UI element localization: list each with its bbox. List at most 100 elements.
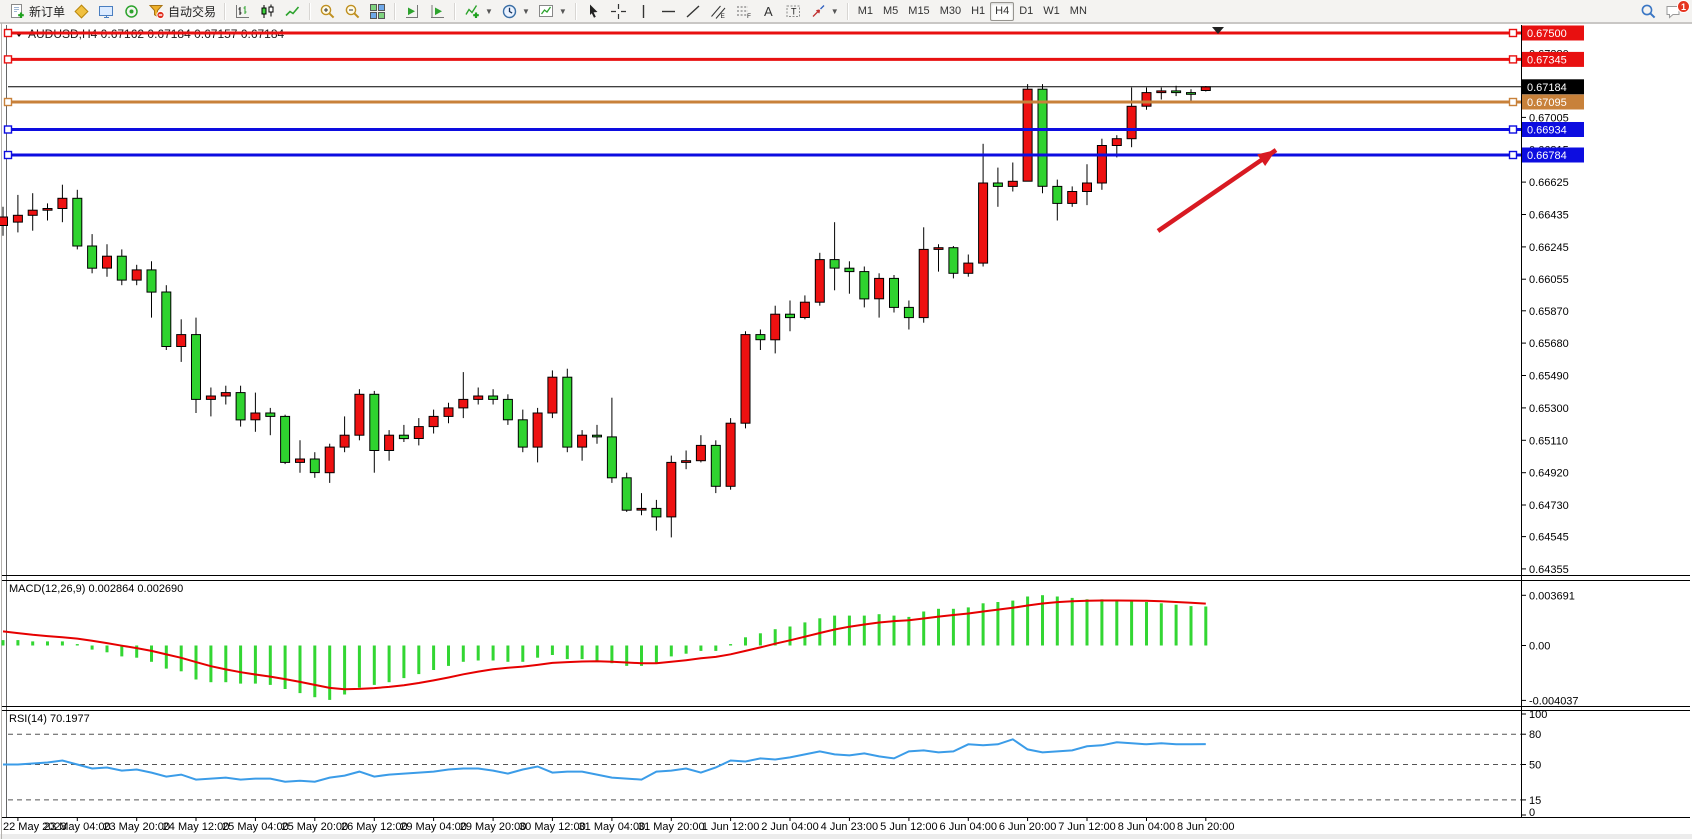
timeframe-h1-button[interactable]: H1 bbox=[971, 5, 986, 17]
trend-arrow-annotation[interactable] bbox=[1156, 144, 1280, 233]
svg-text:0.64545: 0.64545 bbox=[1529, 532, 1569, 544]
auto-scroll-button[interactable] bbox=[400, 1, 425, 21]
vertical-line-tool-button[interactable] bbox=[631, 1, 656, 21]
timeframe-m5-button[interactable]: M5 bbox=[883, 5, 899, 17]
fibonacci-tool-button[interactable]: F bbox=[731, 1, 756, 21]
svg-text:29 May 20:00: 29 May 20:00 bbox=[460, 821, 527, 833]
bar-chart-mode-button[interactable] bbox=[230, 1, 255, 21]
search-icon bbox=[1641, 4, 1656, 18]
zoom-out-button[interactable] bbox=[340, 1, 365, 21]
equidistant-channel-tool-button[interactable]: E bbox=[706, 1, 731, 21]
horizontal-line-tool-button[interactable] bbox=[656, 1, 681, 21]
signals-button[interactable] bbox=[119, 1, 144, 21]
equidistant-channel-icon: E bbox=[710, 5, 725, 20]
arrows-icon bbox=[812, 4, 825, 17]
svg-text:8 Jun 20:00: 8 Jun 20:00 bbox=[1177, 821, 1235, 833]
notification-count-badge: 1 bbox=[1677, 0, 1690, 13]
dropdown-caret-icon: ▼ bbox=[521, 6, 530, 16]
text-tool-button[interactable]: A bbox=[756, 1, 781, 21]
main-toolbar: 新订单 自动交易 bbox=[0, 0, 1692, 23]
rsi-indicator-label: RSI(14) 70.1977 bbox=[9, 713, 90, 725]
market-watch-button[interactable] bbox=[94, 1, 119, 21]
svg-text:100: 100 bbox=[1529, 709, 1547, 721]
tile-windows-button[interactable] bbox=[365, 1, 390, 21]
zoom-out-icon bbox=[345, 4, 360, 18]
panel-borders bbox=[2, 25, 1690, 818]
horizontal-line-0.67345[interactable] bbox=[3, 55, 1522, 64]
horizontal-line-0.66934[interactable] bbox=[3, 125, 1522, 134]
template-icon bbox=[538, 4, 553, 17]
text-label-icon: T bbox=[786, 5, 800, 17]
svg-text:23 May 20:00: 23 May 20:00 bbox=[103, 821, 170, 833]
timeframe-m1-button[interactable]: M1 bbox=[857, 5, 873, 17]
chart-shift-button[interactable] bbox=[425, 1, 450, 21]
horizontal-line-0.67095[interactable] bbox=[3, 97, 1522, 107]
svg-text:0.67184: 0.67184 bbox=[1527, 82, 1567, 94]
cursor-tool-button[interactable] bbox=[581, 1, 606, 21]
svg-text:0.65870: 0.65870 bbox=[1529, 306, 1569, 318]
price-tag-0.67500: 0.67500 bbox=[1522, 25, 1584, 41]
macd-histogram bbox=[1, 595, 1208, 700]
svg-text:A: A bbox=[764, 4, 773, 19]
new-order-button[interactable]: 新订单 bbox=[5, 1, 69, 21]
notifications-button[interactable]: 1 bbox=[1661, 0, 1690, 21]
timeframe-m15-button[interactable]: M15 bbox=[908, 5, 930, 17]
svg-text:0.65680: 0.65680 bbox=[1529, 338, 1569, 350]
timeframe-m30-button[interactable]: M30 bbox=[939, 5, 962, 17]
svg-text:6 Jun 04:00: 6 Jun 04:00 bbox=[940, 821, 998, 833]
svg-text:0.67005: 0.67005 bbox=[1529, 112, 1569, 124]
chart-wizard-button[interactable] bbox=[69, 1, 94, 21]
price-tag-0.67345: 0.67345 bbox=[1522, 51, 1584, 67]
toolbar-separator bbox=[309, 2, 312, 20]
svg-text:23 May 04:00: 23 May 04:00 bbox=[44, 821, 111, 833]
svg-text:1 Jun 12:00: 1 Jun 12:00 bbox=[702, 821, 760, 833]
crosshair-tool-button[interactable] bbox=[606, 1, 631, 21]
search-button[interactable] bbox=[1636, 1, 1661, 21]
timeframe-d1-button[interactable]: D1 bbox=[1019, 5, 1034, 17]
line-chart-mode-button[interactable] bbox=[280, 1, 305, 21]
horizontal-line-0.67500[interactable] bbox=[3, 28, 1522, 38]
autotrading-button[interactable]: 自动交易 bbox=[144, 1, 220, 21]
price-tag-0.66784: 0.66784 bbox=[1522, 147, 1584, 163]
svg-text:5 Jun 12:00: 5 Jun 12:00 bbox=[880, 821, 938, 833]
bar-chart-icon bbox=[236, 4, 250, 18]
zoom-in-button[interactable] bbox=[315, 1, 340, 21]
svg-text:4 Jun 23:00: 4 Jun 23:00 bbox=[821, 821, 879, 833]
text-label-tool-button[interactable]: T bbox=[781, 1, 806, 21]
timeframe-h4-button[interactable]: H4 bbox=[990, 1, 1015, 21]
svg-text:31 May 20:00: 31 May 20:00 bbox=[638, 821, 705, 833]
svg-text:26 May 12:00: 26 May 12:00 bbox=[341, 821, 408, 833]
market-watch-icon bbox=[99, 5, 114, 18]
price-tag-0.67184: 0.67184 bbox=[1522, 79, 1584, 95]
indicators-button[interactable]: ▼ bbox=[460, 1, 497, 21]
new-order-icon bbox=[11, 3, 24, 18]
toolbar-separator bbox=[574, 2, 577, 20]
arrows-tool-button[interactable]: ▼ bbox=[806, 1, 843, 21]
toolbar-separator bbox=[454, 2, 457, 20]
candlestick-mode-button[interactable] bbox=[255, 1, 280, 21]
trendline-tool-button[interactable] bbox=[681, 1, 706, 21]
svg-text:-0.004037: -0.004037 bbox=[1529, 695, 1579, 707]
chart-shift-marker[interactable] bbox=[1212, 27, 1224, 34]
svg-text:50: 50 bbox=[1529, 760, 1541, 772]
svg-text:31 May 04:00: 31 May 04:00 bbox=[579, 821, 646, 833]
text-icon: A bbox=[764, 4, 773, 19]
cursor-icon bbox=[589, 4, 598, 18]
toolbar-separator bbox=[394, 2, 397, 20]
price-tag-0.66934: 0.66934 bbox=[1522, 122, 1584, 137]
timeframe-w1-button[interactable]: W1 bbox=[1043, 5, 1060, 17]
rsi-axis: 100 80 50 150 bbox=[1521, 709, 1547, 819]
svg-text:0.003691: 0.003691 bbox=[1529, 590, 1575, 602]
dropdown-caret-icon: ▼ bbox=[830, 6, 839, 16]
svg-text:0.64355: 0.64355 bbox=[1529, 564, 1569, 576]
timeframe-mn-button[interactable]: MN bbox=[1069, 5, 1087, 17]
svg-text:0.66784: 0.66784 bbox=[1527, 150, 1567, 162]
svg-text:30 May 12:00: 30 May 12:00 bbox=[519, 821, 586, 833]
periods-button[interactable]: ▼ bbox=[497, 1, 534, 21]
templates-button[interactable]: ▼ bbox=[534, 1, 571, 21]
svg-text:0.00: 0.00 bbox=[1529, 641, 1550, 653]
toolbar-separator bbox=[224, 2, 227, 20]
